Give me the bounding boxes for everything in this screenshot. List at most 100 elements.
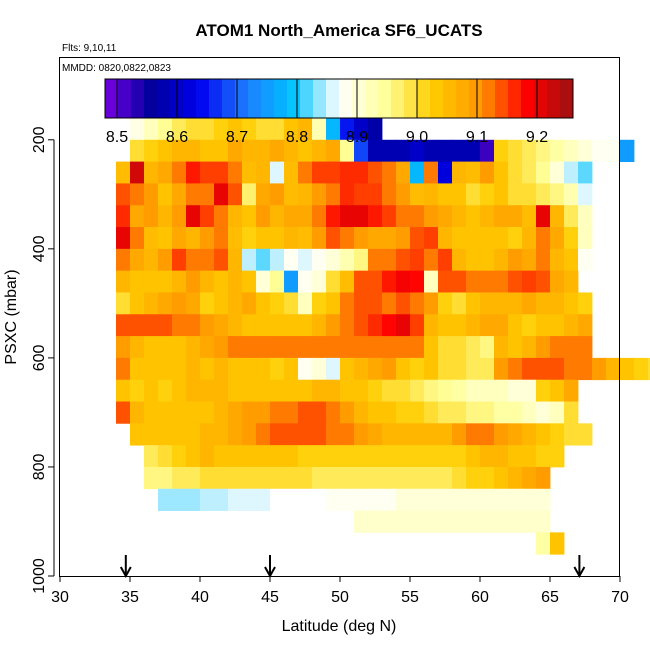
heatmap-cell [480,205,495,228]
heatmap-cell [368,117,383,141]
heatmap-cell [298,379,313,402]
heatmap-cell [312,270,327,293]
heatmap-cell [228,205,243,228]
heatmap-cell [578,336,593,359]
heatmap-cell [228,336,243,359]
heatmap-cell [466,488,481,511]
heatmap-cell [340,117,355,141]
heatmap-cell [564,423,579,446]
heatmap-cell [424,401,439,424]
heatmap-cell [284,139,299,162]
heatmap-cell [116,248,131,272]
heatmap-cell [130,117,145,141]
heatmap-cell [452,161,467,184]
heatmap-cell [144,336,159,359]
heatmap-cell [522,248,537,272]
heatmap-cell [298,445,313,468]
heatmap-cell [438,248,453,272]
x-axis-label: Latitude (deg N) [282,618,397,635]
heatmap-cell [564,227,579,250]
heatmap-cell [508,423,523,446]
heatmap-cell [550,532,565,555]
heatmap-cell [452,357,467,381]
heatmap-cell [298,161,313,184]
heatmap-cell [312,379,327,402]
heatmap-cell [186,488,201,511]
heatmap-cell [200,466,215,490]
heatmap-cell [172,248,187,272]
heatmap-cell [396,336,411,359]
heatmap-cell [130,270,145,293]
heatmap-cell [522,488,537,511]
heatmap-cell [452,227,467,250]
heatmap-cell [522,270,537,293]
heatmap-cell [550,248,565,272]
heatmap-cell [410,161,425,184]
heatmap-cell [158,248,173,272]
heatmap-cell [130,379,145,402]
heatmap-cell [438,314,453,337]
heatmap-cell [424,379,439,402]
heatmap-cell [522,510,537,533]
heatmap-cell [368,466,383,490]
heatmap-cell [536,336,551,359]
heatmap-cell [186,423,201,446]
heatmap-cell [536,532,551,555]
heatmap-cell [536,227,551,250]
heatmap-cell [466,357,481,381]
heatmap-cell [326,336,341,359]
heatmap-cell [634,357,649,381]
heatmap-cell [438,379,453,402]
heatmap-cell [466,161,481,184]
heatmap-cell [144,227,159,250]
heatmap-cell [424,423,439,446]
heatmap-cell [410,510,425,533]
heatmap-cell [508,183,523,206]
heatmap-cell [172,292,187,315]
heatmap-cell [172,488,187,511]
heatmap-cell [144,401,159,424]
heatmap-cell [214,117,229,141]
heatmap-cell [242,248,257,272]
heatmap-cell [172,314,187,337]
heatmap-cell [284,401,299,424]
colorbar-segment [508,79,522,118]
heatmap-cell [186,248,201,272]
heatmap-cell [522,336,537,359]
heatmap-cell [382,379,397,402]
heatmap-cell [368,488,383,511]
heatmap-cell [130,357,145,381]
heatmap-cell [158,139,173,162]
heatmap-cell [396,466,411,490]
heatmap-cell [116,161,131,184]
x-tick-label: 40 [191,589,209,606]
heatmap-cell [354,270,369,293]
heatmap-cell [158,423,173,446]
heatmap-cell [536,205,551,228]
heatmap-cell [326,401,341,424]
heatmap-cell [270,445,285,468]
heatmap-cell [116,336,131,359]
heatmap-cell [242,205,257,228]
heatmap-cell [438,445,453,468]
heatmap-cell [284,488,299,511]
colorbar: 8.5 8.6 8.7 8.8 8.9 9.0 9.1 9.2 [104,78,574,146]
heatmap-cell [200,117,215,141]
colorbar-segment [560,79,574,118]
heatmap-cell [550,423,565,446]
heatmap-cell [186,292,201,315]
heatmap-cell [494,488,509,511]
heatmap-cell [326,205,341,228]
heatmap-cell [242,379,257,402]
heatmap-cell [186,314,201,337]
colorbar-frame [104,78,574,119]
heatmap-cell [214,488,229,511]
heatmap-cell [270,357,285,381]
heatmap-cell [270,248,285,272]
heatmap-cell [172,117,187,141]
heatmap-cell [312,336,327,359]
heatmap-cell [158,488,173,511]
heatmap-cell [256,117,271,141]
heatmap-cell [312,227,327,250]
heatmap-cell [130,401,145,424]
